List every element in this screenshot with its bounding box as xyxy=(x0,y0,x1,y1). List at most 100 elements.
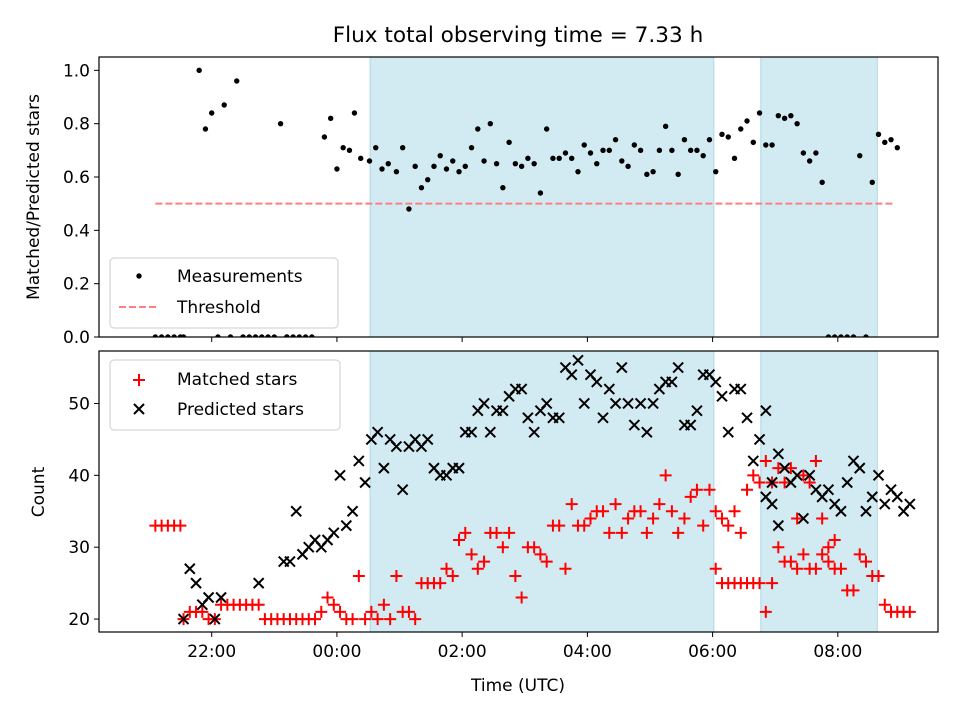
predicted-stars-point-55 xyxy=(572,354,584,367)
predicted-stars-point-56 xyxy=(578,397,590,410)
predicted-stars-point-79 xyxy=(722,426,734,438)
ytick-label-top-4: 0.8 xyxy=(63,115,90,135)
legend-matched-label: Matched stars xyxy=(177,370,297,390)
measurements-point-16 xyxy=(259,334,265,337)
matched-stars-point-85 xyxy=(678,512,691,525)
matched-stars-point-32 xyxy=(346,613,359,626)
measurements-point-35 xyxy=(379,166,385,172)
measurements-point-15 xyxy=(252,334,259,337)
plot-area-bottom xyxy=(149,351,916,632)
measurements-point-1 xyxy=(158,334,165,337)
matched-stars-point-26 xyxy=(309,613,322,626)
predicted-stars-point-107 xyxy=(879,498,891,510)
measurements-point-30 xyxy=(346,147,353,154)
predicted-stars-point-48 xyxy=(528,426,540,438)
matched-stars-point-118 xyxy=(759,605,772,618)
legend-bottom-frame xyxy=(109,359,341,431)
matched-stars-point-107 xyxy=(816,512,829,525)
measurements-point-12 xyxy=(234,78,240,84)
measurements-point-107 xyxy=(831,334,838,337)
matched-stars-point-94 xyxy=(734,526,747,539)
matched-stars-point-39 xyxy=(390,569,403,582)
xtick-label-4: 06:00 xyxy=(688,642,737,662)
measurements-point-99 xyxy=(781,115,788,122)
predicted-stars-point-91 xyxy=(778,462,791,474)
measurements-point-114 xyxy=(875,131,882,138)
predicted-stars-point-47 xyxy=(522,412,534,424)
predicted-stars-point-16 xyxy=(328,527,340,539)
measurements-point-105 xyxy=(819,179,825,186)
measurements-point-66 xyxy=(575,168,581,175)
predicted-stars-point-86 xyxy=(766,476,778,489)
predicted-stars-point-98 xyxy=(822,483,835,496)
measurements-point-18 xyxy=(271,334,278,337)
predicted-stars-point-9 xyxy=(284,555,296,568)
matched-stars-point-50 xyxy=(459,526,472,539)
measurements-point-57 xyxy=(518,163,525,170)
predicted-stars-point-83 xyxy=(747,455,760,467)
predicted-stars-point-52 xyxy=(553,412,565,424)
measurements-point-48 xyxy=(462,163,468,170)
measurements-point-113 xyxy=(869,179,875,186)
predicted-stars-point-19 xyxy=(346,505,359,517)
matched-stars-point-62 xyxy=(534,548,547,561)
predicted-stars-point-85 xyxy=(760,404,772,417)
measurements-point-46 xyxy=(450,158,456,164)
measurements-point-34 xyxy=(373,144,379,151)
x-axis-label: Time (UTC) xyxy=(470,676,565,696)
ytick-label-top-3: 0.6 xyxy=(63,168,90,188)
xtick-label-0: 22:00 xyxy=(187,642,236,662)
predicted-stars-point-65 xyxy=(634,397,647,410)
predicted-stars-point-46 xyxy=(515,383,528,395)
matched-stars-point-130 xyxy=(834,562,847,575)
measurements-point-103 xyxy=(806,158,813,164)
measurements-point-91 xyxy=(731,155,738,162)
measurements-point-28 xyxy=(334,166,340,172)
matched-stars-point-81 xyxy=(653,498,666,511)
predicted-stars-point-17 xyxy=(334,469,346,482)
predicted-stars-point-77 xyxy=(710,376,722,388)
matched-stars-point-74 xyxy=(609,498,622,511)
matched-stars-point-51 xyxy=(465,548,478,561)
matched-stars-point-88 xyxy=(697,519,710,532)
matched-stars-point-36 xyxy=(371,613,384,626)
predicted-stars-point-101 xyxy=(841,476,853,489)
matched-stars-point-97 xyxy=(753,476,766,489)
measurements-point-109 xyxy=(844,334,850,337)
ytick-label-bottom-0: 20 xyxy=(68,610,90,630)
predicted-stars-point-24 xyxy=(378,462,390,474)
matched-stars-point-84 xyxy=(672,526,685,539)
measurements-point-85 xyxy=(694,147,700,154)
predicted-stars-point-106 xyxy=(872,469,885,482)
matched-stars-point-136 xyxy=(872,569,885,582)
measurements-point-65 xyxy=(569,155,575,162)
predicted-stars-point-38 xyxy=(465,426,478,438)
matched-stars-point-72 xyxy=(597,505,610,518)
predicted-stars-point-31 xyxy=(422,433,434,446)
matched-stars-point-96 xyxy=(747,469,760,482)
matched-stars-point-52 xyxy=(471,562,484,575)
matched-stars-point-66 xyxy=(559,562,572,575)
measurements-point-53 xyxy=(493,160,500,167)
measurements-point-50 xyxy=(475,126,481,132)
measurements-point-17 xyxy=(265,334,271,337)
measurements-point-27 xyxy=(327,115,334,122)
matched-stars-point-27 xyxy=(315,605,328,618)
measurements-point-84 xyxy=(687,147,694,154)
predicted-stars-point-111 xyxy=(904,498,916,510)
measurements-point-67 xyxy=(581,142,587,148)
matched-stars-point-83 xyxy=(665,505,678,518)
predicted-stars-point-59 xyxy=(597,412,609,424)
predicted-stars-point-105 xyxy=(866,491,878,503)
measurements-point-51 xyxy=(481,158,487,164)
measurements-point-47 xyxy=(456,168,462,175)
predicted-stars-point-61 xyxy=(609,397,622,410)
matched-stars-point-109 xyxy=(828,534,841,547)
measurements-point-117 xyxy=(894,144,901,151)
observing-window-top-2 xyxy=(760,57,878,337)
legend-top-frame xyxy=(109,257,339,329)
matched-stars-point-102 xyxy=(784,462,797,475)
measurements-point-79 xyxy=(656,147,663,154)
matched-stars-point-120 xyxy=(772,541,785,554)
matched-stars-point-119 xyxy=(766,577,779,590)
